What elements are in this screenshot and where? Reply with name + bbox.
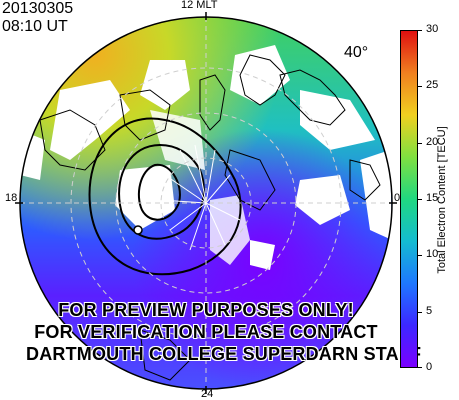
convection-contours [88, 117, 242, 276]
colorbar-tick-label: 20 [426, 135, 439, 148]
data-gap-region [115, 165, 175, 230]
data-gap-region [295, 175, 350, 225]
mlt-label-noon: 12 MLT [181, 0, 218, 11]
colorbar-tick-mark [418, 199, 422, 200]
colorbar-title: Total Electron Content [TECU] [436, 126, 448, 274]
time-label: 08:10 UT [2, 18, 68, 35]
date-label: 20130305 [2, 0, 74, 17]
data-gap-region [230, 45, 290, 105]
data-gap-region [150, 110, 205, 170]
coastlines [39, 54, 381, 381]
colorbar-tick-label: 25 [426, 79, 439, 92]
data-gap-region [300, 90, 375, 150]
colorbar-tick-mark [418, 142, 422, 144]
latitude-label: 40° [344, 44, 369, 61]
colorbar [400, 30, 418, 368]
colorbar-tick-label: 15 [426, 192, 439, 204]
data-gap-region [360, 150, 392, 240]
mlt-label-midnight: 24 [201, 388, 214, 400]
colorbar-tick-mark [418, 255, 422, 257]
latitude-grid [20, 17, 392, 389]
colorbar-tick-label: 30 [426, 23, 439, 35]
mlt-label-dusk: 18 [5, 192, 18, 204]
colorbar-tick-label: 5 [426, 304, 433, 317]
colorbar-tick-label: 0 [426, 361, 433, 373]
colorbar-tick-mark [418, 86, 422, 88]
watermark-line-3: DARTMOUTH COLLEGE SUPERDARN STAFF [26, 344, 422, 364]
mlt-tick-marks [15, 12, 397, 394]
data-gap-region [380, 80, 392, 150]
reference-point-marker [133, 225, 143, 235]
data-gap-region [250, 240, 275, 270]
watermark-line-2: FOR VERIFICATION PLEASE CONTACT [34, 322, 378, 342]
colorbar-tick-mark [418, 30, 422, 31]
colorbar-tick-mark [418, 367, 422, 368]
colorbar-tick-label: 10 [426, 248, 439, 261]
data-gap-region [140, 60, 190, 110]
data-gap-region [50, 80, 130, 160]
colorbar-tick-mark [418, 311, 422, 313]
watermark-line-1: FOR PREVIEW PURPOSES ONLY! [58, 300, 354, 320]
